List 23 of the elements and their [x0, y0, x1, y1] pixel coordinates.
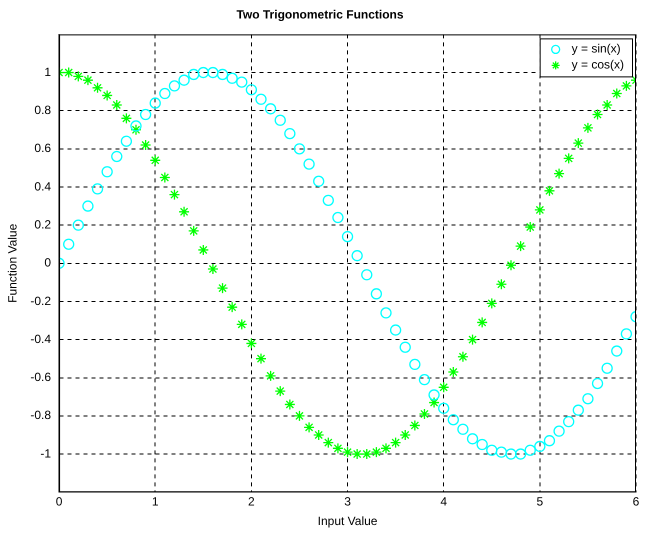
y-tick-label: 0.8: [34, 103, 52, 118]
x-tick-label: 0: [56, 494, 63, 509]
x-tick-label: 3: [344, 494, 352, 509]
x-tick-label: 1: [152, 494, 159, 509]
x-tick-label: 5: [536, 494, 544, 509]
y-tick-label: -1: [40, 446, 52, 460]
y-axis-title: Function Value: [6, 223, 20, 303]
y-tick-label: -0.2: [30, 294, 52, 308]
legend-label: y = sin(x): [572, 42, 621, 56]
x-axis-title: Input Value: [318, 514, 378, 528]
x-tick-label: 2: [248, 494, 256, 509]
legend-label: y = cos(x): [572, 58, 624, 72]
y-tick-label: 0.2: [34, 217, 52, 232]
y-tick-label: 0.6: [34, 141, 52, 156]
y-tick-label: 0.4: [34, 179, 52, 194]
y-tick-label: -0.4: [30, 332, 52, 346]
chart-title: Two Trigonometric Functions: [236, 8, 404, 22]
y-tick-label: 1: [44, 64, 52, 79]
x-tick-label: 4: [440, 494, 448, 509]
x-tick-label: 6: [632, 494, 640, 509]
y-tick-label: 0: [44, 256, 52, 270]
y-tick-label: -0.8: [30, 408, 52, 422]
y-tick-label: -0.6: [30, 370, 52, 384]
